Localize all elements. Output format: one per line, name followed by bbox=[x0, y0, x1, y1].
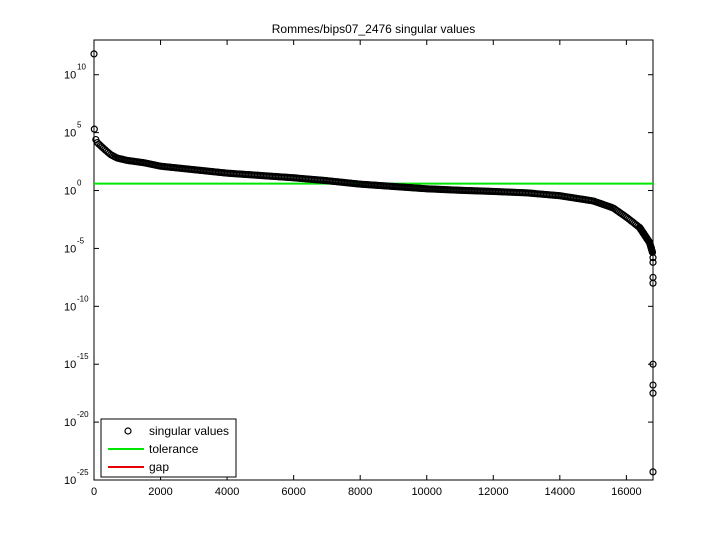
singular-value-point bbox=[649, 381, 657, 389]
y-tick-label: 105 bbox=[64, 121, 82, 140]
x-tick-label: 14000 bbox=[545, 486, 576, 498]
y-tick-exponent: -20 bbox=[77, 410, 89, 419]
y-tick-base: 10 bbox=[64, 417, 76, 429]
singular-value-point bbox=[649, 279, 657, 287]
singular-value-point bbox=[649, 468, 657, 476]
x-tick-label: 0 bbox=[91, 486, 97, 498]
singular-value-point bbox=[648, 248, 657, 256]
singular-value-point bbox=[90, 50, 98, 58]
y-tick-base: 10 bbox=[64, 186, 76, 198]
legend: singular values tolerance gap bbox=[100, 418, 237, 478]
y-tick-exponent: -5 bbox=[77, 236, 85, 245]
x-tick-label: 16000 bbox=[611, 486, 642, 498]
y-tick-label: 10-25 bbox=[64, 468, 89, 487]
y-tick-label: 10-15 bbox=[64, 352, 89, 371]
y-tick-base: 10 bbox=[64, 243, 76, 255]
y-tick-base: 10 bbox=[64, 475, 76, 487]
y-tick-base: 10 bbox=[64, 359, 76, 371]
legend-label: gap bbox=[149, 460, 169, 474]
singular-value-point bbox=[649, 360, 657, 368]
y-tick-label: 100 bbox=[64, 179, 82, 198]
x-tick-label: 12000 bbox=[478, 486, 509, 498]
y-tick-exponent: -15 bbox=[77, 352, 89, 361]
plot-area bbox=[93, 39, 654, 481]
y-tick-exponent: 0 bbox=[77, 179, 82, 188]
y-tick-exponent: -10 bbox=[77, 294, 89, 303]
legend-label: singular values bbox=[149, 424, 229, 438]
axes-box bbox=[93, 39, 654, 481]
y-tick-label: 10-10 bbox=[64, 294, 89, 313]
y-tick-base: 10 bbox=[64, 301, 76, 313]
chart-title: Rommes/bips07_2476 singular values bbox=[272, 22, 475, 36]
y-tick-exponent: 10 bbox=[77, 63, 86, 72]
y-tick-exponent: 5 bbox=[77, 121, 82, 130]
x-tick-label: 6000 bbox=[281, 486, 305, 498]
legend-marker-singular-values bbox=[124, 427, 132, 435]
y-tick-label: 10-20 bbox=[64, 410, 89, 429]
singular-value-point bbox=[649, 258, 657, 266]
y-tick-label: 10-5 bbox=[64, 236, 85, 255]
y-tick-base: 10 bbox=[64, 128, 76, 140]
singular-value-point bbox=[649, 389, 657, 397]
axis-ticks: 0 2000 4000 6000 8000 10000 12000 14000 16000101… bbox=[64, 40, 653, 498]
x-tick-label: 10000 bbox=[411, 486, 442, 498]
y-tick-base: 10 bbox=[64, 70, 76, 82]
y-tick-exponent: -25 bbox=[77, 468, 89, 477]
singular-value-point bbox=[649, 254, 657, 262]
x-tick-label: 2000 bbox=[148, 486, 172, 498]
singular-value-point bbox=[90, 125, 98, 133]
data-marks bbox=[90, 50, 657, 476]
legend-label: tolerance bbox=[149, 442, 199, 456]
x-tick-label: 4000 bbox=[215, 486, 239, 498]
x-tick-label: 8000 bbox=[348, 486, 372, 498]
